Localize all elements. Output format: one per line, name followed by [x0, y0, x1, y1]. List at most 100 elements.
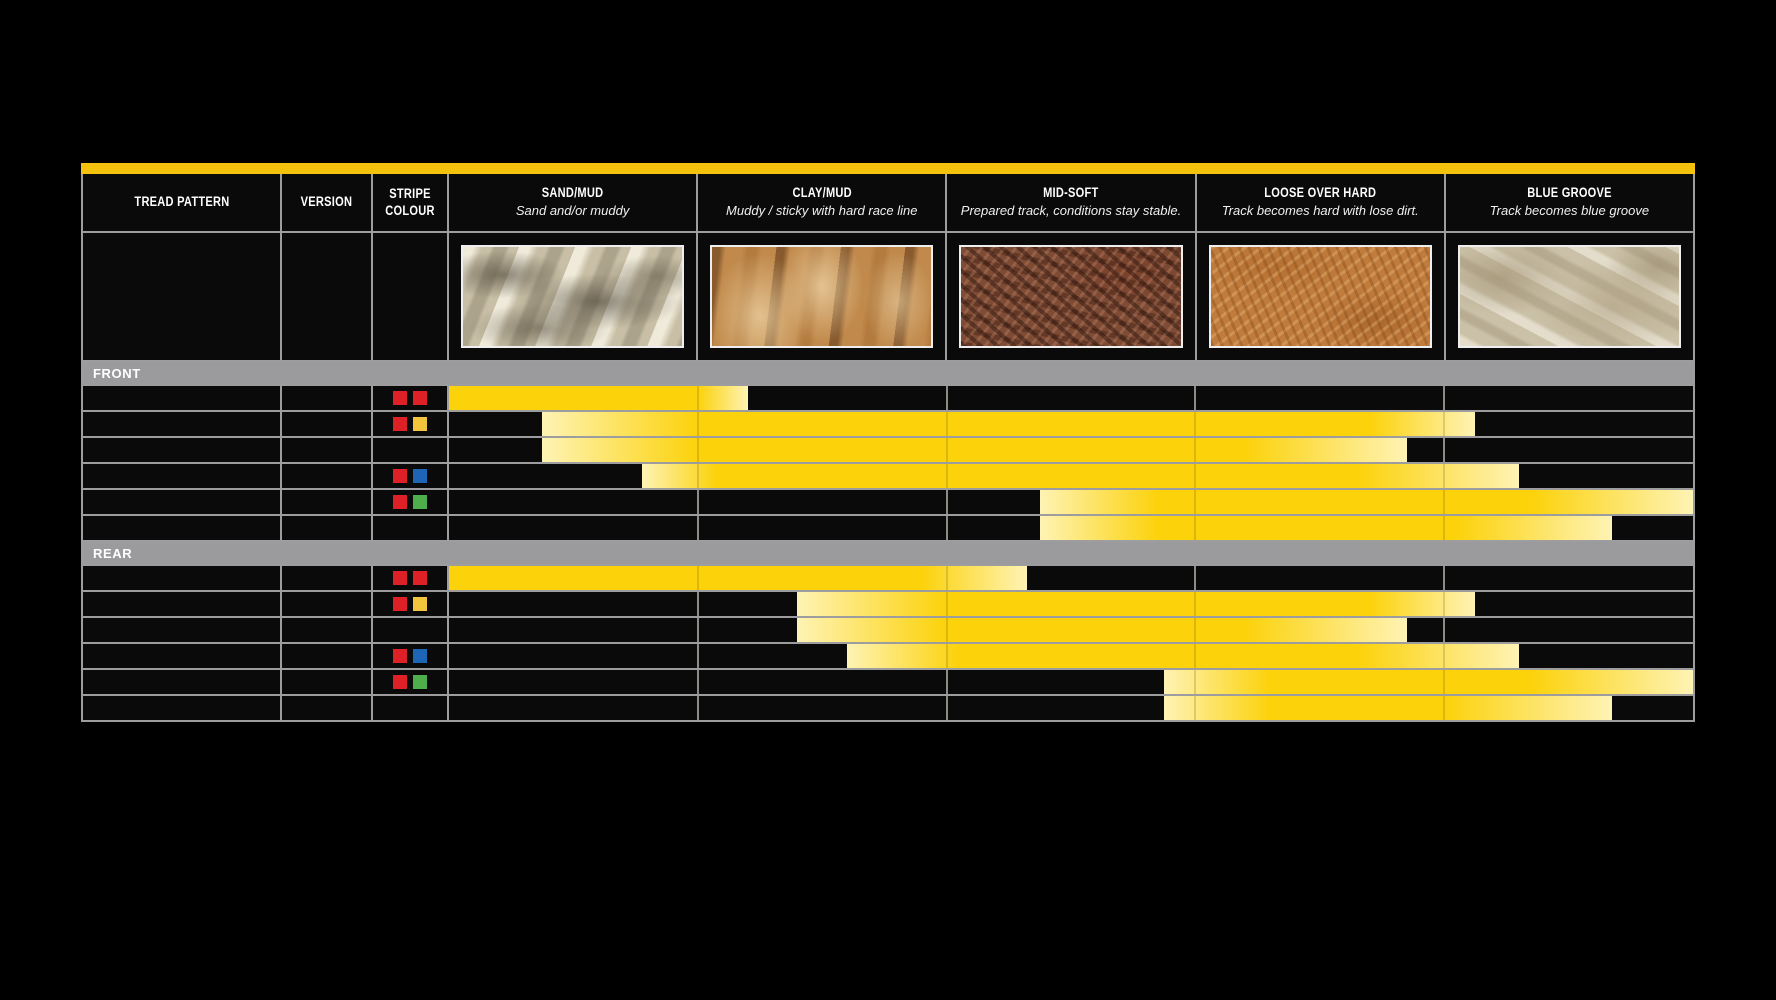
tread-pattern-cell	[83, 490, 280, 514]
terrain-photo-cell-clay	[698, 233, 946, 360]
column-gridline-overlay	[945, 490, 948, 514]
version-cell	[282, 412, 371, 436]
version-cell	[282, 386, 371, 410]
column-gridline	[945, 516, 948, 540]
column-gridline	[1443, 566, 1446, 590]
column-gridline-overlay	[1194, 490, 1197, 514]
column-gridline-overlay	[1443, 516, 1446, 540]
header-row: TREAD PATTERN VERSION STRIPE COLOUR SAND…	[83, 174, 1693, 231]
suitability-track	[449, 618, 1693, 642]
version-cell	[282, 516, 371, 540]
data-row	[83, 490, 1693, 514]
version-cell	[282, 490, 371, 514]
stripe-swatch-red	[413, 391, 427, 405]
column-gridline	[945, 696, 948, 720]
stripe-swatch-yellow	[413, 417, 427, 431]
stripe-swatch-red	[393, 417, 407, 431]
column-gridline-overlay	[1443, 386, 1446, 410]
column-gridline-overlay	[945, 566, 948, 590]
header-terrain-midsoft: MID-SOFT Prepared track, conditions stay …	[947, 174, 1195, 231]
suitability-bar	[542, 412, 1476, 436]
data-row	[83, 696, 1693, 720]
suitability-track	[449, 516, 1693, 540]
data-row	[83, 386, 1693, 410]
header-terrain-bluegroove: BLUE GROOVE Track becomes blue groove	[1445, 174, 1693, 231]
stripe-swatch-red	[393, 469, 407, 483]
stripe-colour-cell	[373, 592, 447, 616]
column-gridline	[945, 490, 948, 514]
column-gridline-overlay	[696, 438, 699, 462]
header-terrain-clay: CLAY/MUD Muddy / sticky with hard race li…	[698, 174, 946, 231]
column-gridline-overlay	[1194, 618, 1197, 642]
stripe-colour-cell	[373, 516, 447, 540]
column-gridline	[945, 670, 948, 694]
header-label: STRIPE COLOUR	[385, 186, 435, 218]
suitability-track	[449, 464, 1693, 488]
data-row	[83, 464, 1693, 488]
terrain-photo-cell-bluegroove	[1445, 233, 1693, 360]
column-gridline	[696, 644, 699, 668]
column-gridline-overlay	[1443, 566, 1446, 590]
column-gridline-overlay	[1443, 464, 1446, 488]
column-gridline-overlay	[696, 592, 699, 616]
column-gridline-overlay	[945, 464, 948, 488]
tread-pattern-photo-cell	[83, 233, 280, 360]
version-cell	[282, 592, 371, 616]
data-row	[83, 618, 1693, 642]
terrain-description: Prepared track, conditions stay stable.	[960, 203, 1182, 219]
column-gridline-overlay	[1194, 412, 1197, 436]
column-gridline	[1443, 618, 1446, 642]
column-gridline	[696, 618, 699, 642]
suitability-track	[449, 490, 1693, 514]
column-gridline-overlay	[945, 386, 948, 410]
column-gridline	[696, 516, 699, 540]
column-gridline-overlay	[1194, 696, 1197, 720]
column-gridline-overlay	[945, 412, 948, 436]
column-gridline-overlay	[1443, 412, 1446, 436]
column-gridline-overlay	[1443, 618, 1446, 642]
tread-pattern-cell	[83, 516, 280, 540]
column-gridline-overlay	[1443, 644, 1446, 668]
suitability-track	[449, 566, 1693, 590]
terrain-name: SAND/MUD	[541, 185, 604, 201]
stripe-swatch-blue	[413, 649, 427, 663]
tread-pattern-cell	[83, 464, 280, 488]
suitability-bar	[449, 566, 1028, 590]
data-row	[83, 670, 1693, 694]
column-gridline	[945, 386, 948, 410]
column-gridline-overlay	[1194, 670, 1197, 694]
stripe-swatch-blue	[413, 469, 427, 483]
tread-pattern-cell	[83, 670, 280, 694]
tyre-terrain-chart: TREAD PATTERN VERSION STRIPE COLOUR SAND…	[81, 163, 1695, 722]
stripe-swatch-red	[393, 675, 407, 689]
column-gridline-overlay	[945, 592, 948, 616]
version-cell	[282, 696, 371, 720]
stripe-colour-cell	[373, 618, 447, 642]
tread-pattern-cell	[83, 566, 280, 590]
version-cell	[282, 670, 371, 694]
stripe-photo-cell	[373, 233, 447, 360]
column-gridline-overlay	[1443, 670, 1446, 694]
stripe-swatch-yellow	[413, 597, 427, 611]
stripe-colour-cell	[373, 566, 447, 590]
tread-pattern-cell	[83, 592, 280, 616]
suitability-track	[449, 696, 1693, 720]
terrain-photo-cell-midsoft	[947, 233, 1195, 360]
section-band-rear: REAR	[83, 542, 1693, 564]
data-row	[83, 516, 1693, 540]
version-cell	[282, 644, 371, 668]
suitability-track	[449, 412, 1693, 436]
column-gridline-overlay	[696, 386, 699, 410]
tread-pattern-cell	[83, 644, 280, 668]
column-gridline-overlay	[1194, 566, 1197, 590]
column-gridline-overlay	[945, 438, 948, 462]
column-gridline-overlay	[945, 696, 948, 720]
column-gridline-overlay	[1443, 592, 1446, 616]
column-gridline-overlay	[696, 566, 699, 590]
stripe-colour-cell	[373, 412, 447, 436]
version-cell	[282, 566, 371, 590]
data-row	[83, 592, 1693, 616]
suitability-track	[449, 644, 1693, 668]
column-gridline-overlay	[1194, 386, 1197, 410]
column-gridline-overlay	[696, 412, 699, 436]
